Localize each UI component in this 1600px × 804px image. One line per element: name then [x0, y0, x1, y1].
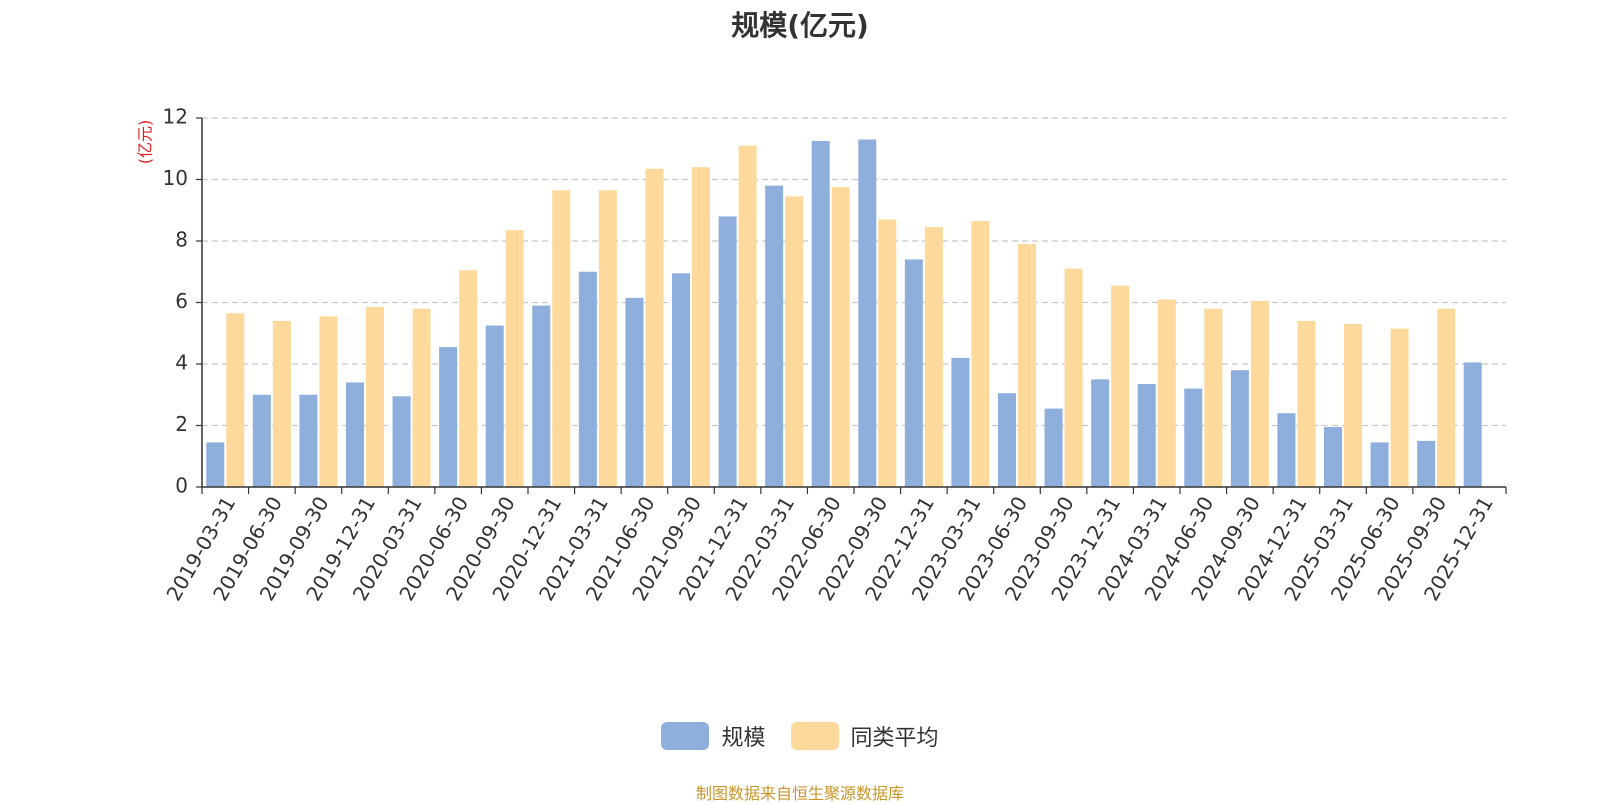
bar-scale[interactable]: [1091, 379, 1110, 487]
bar-scale[interactable]: [1370, 442, 1389, 487]
chart-title: 规模(亿元): [731, 9, 869, 42]
bar-peer-average[interactable]: [1250, 300, 1269, 487]
bar-peer-average[interactable]: [598, 190, 617, 487]
bar-scale[interactable]: [718, 216, 737, 487]
bar-scale[interactable]: [672, 273, 690, 487]
bar-scale[interactable]: [1184, 388, 1203, 487]
bar-scale[interactable]: [1230, 370, 1249, 487]
bar-scale[interactable]: [252, 394, 271, 487]
bar-scale[interactable]: [1137, 383, 1156, 487]
bar-peer-average[interactable]: [552, 190, 571, 487]
bar-peer-average[interactable]: [319, 316, 338, 487]
bar-peer-average[interactable]: [738, 145, 757, 488]
legend-label-scale: 规模: [721, 726, 766, 751]
bar-scale[interactable]: [1277, 413, 1296, 487]
bar-scale[interactable]: [1463, 362, 1482, 487]
bar-scale[interactable]: [1417, 440, 1436, 487]
bar-scale[interactable]: [811, 141, 830, 487]
bar-scale[interactable]: [439, 347, 458, 487]
bar-scale[interactable]: [765, 185, 784, 487]
bar-scale[interactable]: [904, 259, 923, 487]
bar-peer-average[interactable]: [971, 221, 990, 487]
bar-peer-average[interactable]: [785, 196, 804, 487]
bar-peer-average[interactable]: [1111, 285, 1130, 487]
bar-peer-average[interactable]: [692, 167, 710, 487]
bar-scale[interactable]: [1324, 427, 1342, 487]
y-tick-label: 8: [175, 228, 188, 252]
legend-swatch-scale: [661, 722, 710, 750]
bar-scale[interactable]: [998, 393, 1016, 487]
bar-scale[interactable]: [532, 305, 551, 487]
y-tick-label: 12: [163, 105, 188, 129]
bar-peer-average[interactable]: [226, 313, 245, 487]
legend: 规模 同类平均: [0, 720, 1600, 754]
bar-peer-average[interactable]: [1297, 320, 1316, 487]
legend-swatch-peer-average: [790, 722, 839, 750]
bar-peer-average[interactable]: [505, 230, 524, 488]
y-tick-label: 10: [163, 166, 188, 190]
bar-scale[interactable]: [392, 396, 411, 487]
bar-peer-average[interactable]: [1157, 299, 1176, 487]
bar-peer-average[interactable]: [924, 227, 943, 487]
y-tick-label: 0: [175, 474, 188, 498]
y-tick-label: 4: [175, 351, 188, 375]
data-source-note: 制图数据来自恒生聚源数据库: [695, 784, 904, 803]
bar-peer-average[interactable]: [831, 187, 850, 487]
bar-peer-average[interactable]: [1390, 328, 1409, 487]
bar-peer-average[interactable]: [272, 320, 291, 487]
bar-scale[interactable]: [951, 357, 970, 487]
bar-scale[interactable]: [299, 394, 318, 487]
bar-peer-average[interactable]: [366, 307, 384, 487]
bar-peer-average[interactable]: [1064, 268, 1083, 487]
bar-scale[interactable]: [858, 139, 877, 487]
bar-scale[interactable]: [485, 325, 504, 487]
y-tick-label: 6: [175, 289, 188, 313]
bar-peer-average[interactable]: [1204, 308, 1223, 487]
bar-peer-average[interactable]: [878, 219, 897, 487]
legend-label-peer-average: 同类平均: [850, 726, 939, 751]
y-axis-label: (亿元): [136, 120, 155, 165]
y-tick-label: 2: [175, 412, 188, 436]
bar-peer-average[interactable]: [412, 308, 431, 487]
legend-item-peer-average[interactable]: 同类平均: [790, 720, 939, 752]
bar-scale[interactable]: [578, 271, 597, 487]
bar-peer-average[interactable]: [645, 168, 664, 488]
bar-scale[interactable]: [346, 382, 364, 487]
bar-scale[interactable]: [206, 442, 225, 487]
bar-peer-average[interactable]: [1344, 324, 1362, 487]
legend-item-scale[interactable]: 规模: [661, 720, 765, 752]
bar-chart: 0246810122019-03-312019-06-302019-09-302…: [136, 105, 1507, 605]
bar-peer-average[interactable]: [1437, 308, 1456, 487]
bar-scale[interactable]: [625, 297, 644, 487]
bar-peer-average[interactable]: [459, 270, 478, 487]
bar-scale[interactable]: [1044, 408, 1063, 487]
bar-peer-average[interactable]: [1018, 244, 1036, 487]
